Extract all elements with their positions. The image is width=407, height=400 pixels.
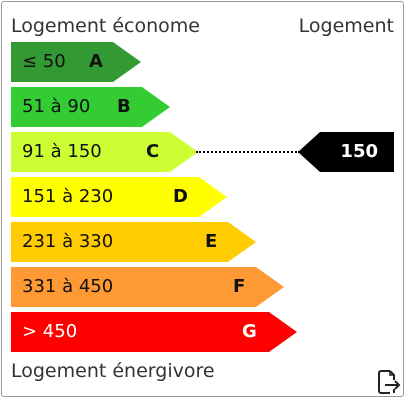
class-letter: G: [242, 321, 257, 342]
class-range: 331 à 450: [22, 276, 114, 297]
class-letter: E: [205, 231, 218, 252]
class-letter: B: [117, 96, 131, 117]
indicator-dotted-line: [196, 151, 300, 153]
energy-class-a-bar: ≤ 50 A: [11, 42, 141, 82]
housing-label: Logement: [298, 15, 394, 37]
energy-class-f-bar: 331 à 450 F: [11, 267, 284, 307]
energy-class-g-bar: > 450 G: [11, 312, 297, 352]
energy-class-d-bar: 151 à 230 D: [11, 177, 227, 217]
class-letter: C: [146, 141, 160, 162]
class-range: 91 à 150: [22, 141, 102, 162]
class-range: ≤ 50: [22, 51, 66, 72]
energy-class-e-bar: 231 à 330 E: [11, 222, 256, 262]
class-letter: A: [89, 51, 103, 72]
class-letter: D: [173, 186, 188, 207]
efficient-housing-label: Logement économe: [11, 15, 200, 37]
export-document-icon-graphic: [378, 370, 401, 394]
energy-intensive-housing-label: Logement énergivore: [11, 360, 215, 382]
class-letter: F: [233, 276, 246, 297]
consumption-value: 150: [340, 141, 378, 162]
class-range: 231 à 330: [22, 231, 114, 252]
energy-class-c-bar: 91 à 150 C: [11, 132, 198, 172]
class-range: 51 à 90: [22, 96, 91, 117]
export-document-icon[interactable]: [377, 369, 401, 395]
energy-class-b-bar: 51 à 90 B: [11, 87, 170, 127]
class-range: > 450: [22, 321, 78, 342]
class-range: 151 à 230: [22, 186, 114, 207]
consumption-indicator: 150: [298, 132, 394, 172]
